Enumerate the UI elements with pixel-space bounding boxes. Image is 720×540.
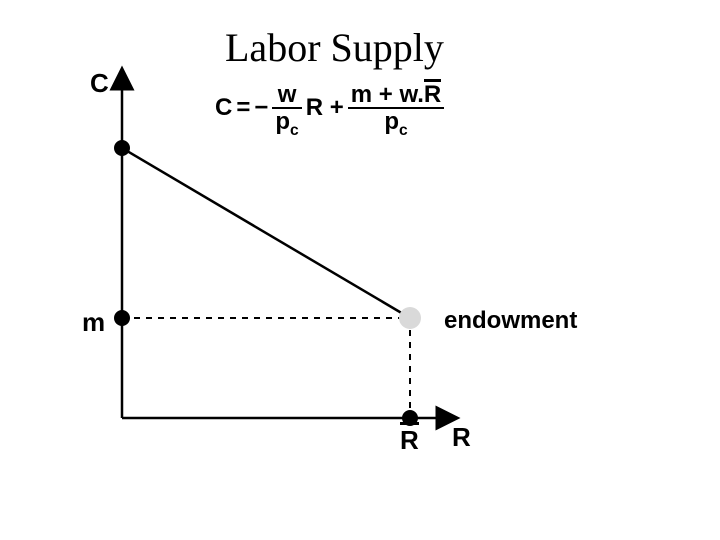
rbar-axis-point <box>402 410 418 426</box>
m-axis-point <box>114 310 130 326</box>
labor-supply-diagram <box>0 0 720 540</box>
budget-line <box>122 148 410 318</box>
endowment-point <box>399 307 421 329</box>
y-intercept-point <box>114 140 130 156</box>
